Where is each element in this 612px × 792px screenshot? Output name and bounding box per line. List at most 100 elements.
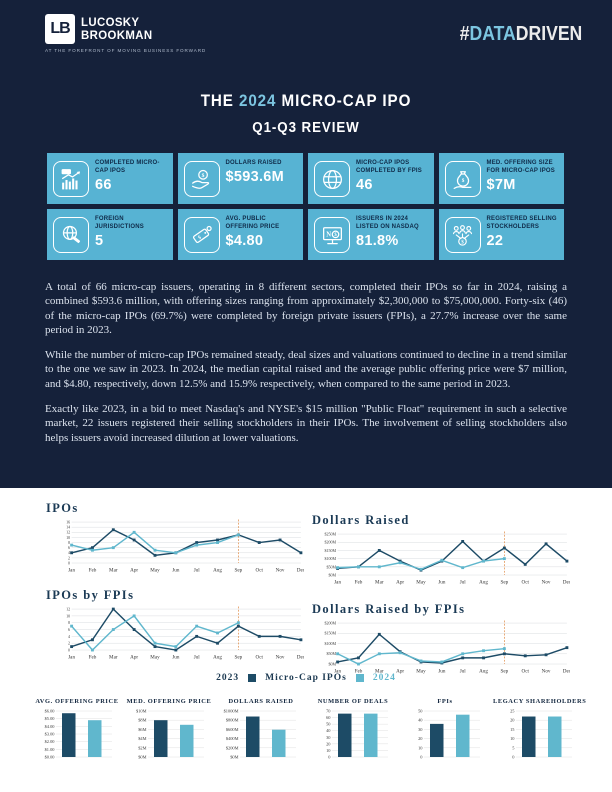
svg-text:$0.00: $0.00 <box>45 755 56 760</box>
globe-gavel-icon <box>53 217 89 253</box>
svg-text:Apr: Apr <box>130 655 138 661</box>
title-prefix: THE <box>200 92 239 110</box>
stat-card-value: 66 <box>95 176 112 193</box>
svg-text:Nov: Nov <box>276 568 285 574</box>
stat-card-avg-offering-price: $ AVG. PUBLIC OFFERING PRICE $4.80 <box>177 209 303 260</box>
dollars-raised-by-fpis-line-chart: $0M $50M $100M $150M $200M Jan Feb Mar Apr May Jun… <box>312 620 570 675</box>
stat-card-value: 46 <box>356 176 373 193</box>
svg-text:$200M: $200M <box>226 745 239 750</box>
hero-section: LB LUCOSKY BROOKMAN AT THE FOREFRONT OF … <box>0 0 612 488</box>
stat-card-value: 22 <box>486 232 504 249</box>
svg-text:$: $ <box>197 233 203 240</box>
svg-text:$1.00: $1.00 <box>45 747 56 752</box>
svg-text:$0M: $0M <box>138 755 146 760</box>
svg-text:Sep: Sep <box>235 568 243 574</box>
bar-chart-med-offering-price: MED. OFFERING PRICE $0M $2M $4M $6M $8M $10M <box>125 698 213 760</box>
svg-text:14: 14 <box>66 525 70 530</box>
svg-text:Dec: Dec <box>563 580 570 586</box>
svg-text:15: 15 <box>510 727 515 732</box>
hashtag-driven: DRIVEN <box>515 23 582 45</box>
svg-text:$8M: $8M <box>138 718 146 723</box>
svg-text:0: 0 <box>328 755 331 760</box>
svg-text:N: N <box>326 231 331 238</box>
bar-chart-number-of-deals: NUMBER OF DEALS 0 10 20 30 40 50 60 70 <box>309 698 397 760</box>
stat-card-label: MICRO-CAP IPOS COMPLETED BY FPIS <box>356 160 422 174</box>
ipo-bar-chart-icon: IPO <box>53 161 89 197</box>
page-title: THE 2024 MICRO-CAP IPO Q1-Q3 REVIEW <box>0 92 612 136</box>
title-line-2: Q1-Q3 REVIEW <box>252 120 360 136</box>
svg-text:2: 2 <box>68 555 70 560</box>
brand-line-2: BROOKMAN <box>81 28 153 42</box>
svg-text:May: May <box>416 580 426 586</box>
stat-card-value: $7M <box>486 176 516 193</box>
stat-card-label: ISSUERS IN 2024 LISTED ON NASDAQ <box>356 216 419 230</box>
stat-card-label: AVG. PUBLIC OFFERING PRICE <box>225 216 280 230</box>
svg-text:Dec: Dec <box>563 669 570 675</box>
chart-dollars-raised-by-fpis: Dollars Raised by FPIs $0M $50M $100M $150M… <box>312 602 570 675</box>
brand-tagline: AT THE FOREFRONT OF MOVING BUSINESS FORW… <box>45 48 207 53</box>
svg-text:Jan: Jan <box>334 580 341 586</box>
svg-text:12: 12 <box>66 530 70 535</box>
svg-text:$10M: $10M <box>136 709 147 714</box>
svg-text:$6.00: $6.00 <box>45 709 56 714</box>
number-of-deals-bars: 0 10 20 30 40 50 60 70 <box>309 708 397 760</box>
svg-text:6: 6 <box>68 627 70 632</box>
svg-text:Jul: Jul <box>194 655 201 661</box>
svg-text:Oct: Oct <box>256 568 264 574</box>
svg-text:$400M: $400M <box>226 736 239 741</box>
svg-text:$200M: $200M <box>325 621 337 626</box>
selling-stockholders-icon: $ <box>444 217 481 253</box>
svg-text:50: 50 <box>418 709 423 714</box>
chart-title: IPOs <box>46 501 79 515</box>
stat-card-label: MED. OFFERING SIZE FOR MICRO-CAP IPOS <box>486 160 555 174</box>
svg-text:Apr: Apr <box>396 580 404 586</box>
svg-text:8: 8 <box>68 540 70 545</box>
med-offering-price-bars: $0M $2M $4M $6M $8M $10M <box>125 708 213 760</box>
svg-text:$100M: $100M <box>325 556 337 561</box>
datadriven-hashtag: #DATADRIVEN <box>459 23 582 46</box>
svg-text:0: 0 <box>68 560 70 565</box>
chart-title: Dollars Raised <box>312 513 410 527</box>
svg-text:$0M: $0M <box>329 572 337 577</box>
svg-text:40: 40 <box>418 718 423 723</box>
svg-text:20: 20 <box>510 718 515 723</box>
svg-text:Mar: Mar <box>109 568 118 574</box>
svg-text:Nov: Nov <box>542 669 551 675</box>
hand-coin-icon: $ <box>183 161 220 197</box>
stat-card-foreign-jurisdictions: FOREIGN JURISDICTIONS 5 <box>47 209 173 260</box>
svg-text:$4.00: $4.00 <box>45 724 56 729</box>
stat-card-label: FOREIGN JURISDICTIONS <box>95 216 144 230</box>
price-tag-icon: $ <box>183 217 220 253</box>
svg-text:$5.00: $5.00 <box>45 716 56 721</box>
svg-text:May: May <box>150 655 160 661</box>
svg-text:Jun: Jun <box>438 580 446 586</box>
legend-2023-label: 2023 <box>216 673 240 683</box>
stat-card-dollars-raised: $ DOLLARS RAISED $593.6M <box>177 153 303 204</box>
svg-text:Dec: Dec <box>297 568 304 574</box>
body-paragraph: Exactly like 2023, in a bid to meet Nasd… <box>45 403 567 444</box>
stat-card-value: $4.80 <box>225 232 264 249</box>
globe-icon <box>314 161 350 197</box>
svg-text:Jul: Jul <box>460 669 467 675</box>
brand-name: LUCOSKY BROOKMAN <box>81 16 152 42</box>
svg-text:Dec: Dec <box>297 655 304 661</box>
svg-text:$2.00: $2.00 <box>45 739 56 744</box>
svg-text:$: $ <box>202 171 205 178</box>
svg-text:$600M: $600M <box>226 727 239 732</box>
svg-text:Sep: Sep <box>501 580 509 586</box>
svg-text:$1000M: $1000M <box>224 709 239 714</box>
svg-text:25: 25 <box>510 709 515 714</box>
svg-text:Mar: Mar <box>375 580 384 586</box>
chart-legend: 2023 Micro-Cap IPOs 2024 <box>0 673 612 683</box>
legend-2023-swatch <box>248 674 257 682</box>
svg-text:$150M: $150M <box>325 548 337 553</box>
svg-text:Jul: Jul <box>460 580 467 586</box>
svg-text:Jun: Jun <box>172 655 180 661</box>
stat-card-value: 5 <box>95 232 104 249</box>
svg-text:Aug: Aug <box>479 669 488 675</box>
bar-chart-dollars-raised: DOLLARS RAISED $0M $200M $400M $600M $800M $1… <box>217 698 305 760</box>
svg-text:Oct: Oct <box>522 580 530 586</box>
svg-text:Apr: Apr <box>130 568 138 574</box>
svg-text:0: 0 <box>68 647 70 652</box>
svg-text:Jul: Jul <box>194 568 201 574</box>
